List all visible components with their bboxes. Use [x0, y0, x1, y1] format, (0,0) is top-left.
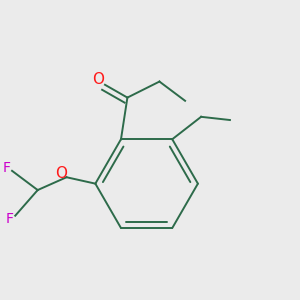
- Text: F: F: [2, 160, 10, 175]
- Text: O: O: [92, 73, 104, 88]
- Text: O: O: [55, 166, 67, 181]
- Text: F: F: [5, 212, 14, 226]
